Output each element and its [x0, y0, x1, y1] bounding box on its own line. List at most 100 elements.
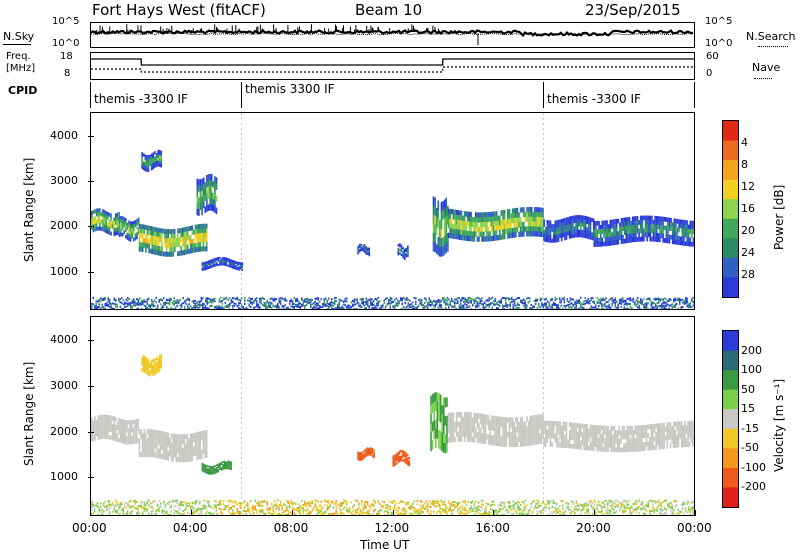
echo-cell [146, 360, 148, 364]
ground-scatter-cell [682, 306, 684, 308]
echo-cell [405, 255, 408, 258]
echo-cell [147, 157, 150, 162]
ground-scatter-cell [284, 299, 286, 302]
echo-cell [573, 427, 576, 432]
y-tick-mark [88, 226, 94, 228]
ground-scatter-cell [208, 301, 210, 304]
echo-cell [457, 431, 459, 437]
echo-cell [212, 205, 215, 212]
echo-cell [495, 225, 498, 231]
ground-scatter-cell [341, 308, 343, 309]
ground-scatter-cell [115, 300, 117, 303]
ground-scatter-cell [370, 302, 372, 305]
echo-cell [445, 243, 448, 253]
echo-cell [236, 262, 239, 265]
ground-scatter-cell [674, 299, 676, 302]
echo-cell [154, 156, 156, 160]
echo-cell [153, 231, 155, 237]
echo-cell [357, 451, 359, 454]
echo-cell [145, 234, 147, 239]
echo-cell [152, 372, 155, 377]
echo-cell [107, 434, 109, 440]
ground-scatter-cell [277, 304, 279, 307]
ground-scatter-cell [392, 305, 394, 308]
ground-scatter-cell [377, 304, 379, 307]
echo-cell [222, 263, 224, 266]
ground-scatter-cell [209, 300, 211, 303]
echo-cell [186, 226, 189, 232]
echo-cell [159, 250, 162, 256]
echo-cell [645, 441, 648, 447]
echo-cell [655, 228, 658, 234]
echo-cell [473, 432, 475, 438]
echo-cell [158, 150, 161, 154]
echo-cell [103, 430, 106, 435]
echo-cell [140, 242, 142, 248]
echo-cell [544, 234, 547, 239]
ground-scatter-cell [478, 297, 480, 300]
freq-panel [90, 52, 695, 80]
echo-cell [99, 226, 101, 231]
ground-scatter-cell [296, 305, 298, 308]
echo-cell [487, 439, 490, 445]
ground-scatter-cell [563, 296, 565, 299]
echo-cell [647, 433, 649, 438]
ground-scatter-cell [503, 297, 505, 299]
ground-scatter-cell [658, 299, 660, 302]
echo-cell [573, 229, 576, 234]
echo-cell [206, 265, 208, 267]
echo-cell [636, 442, 638, 448]
echo-cell [230, 264, 232, 267]
echo-cell [196, 436, 198, 442]
ground-scatter-cell [152, 300, 154, 303]
echo-cell [196, 445, 198, 451]
echo-cell [654, 224, 656, 229]
ground-scatter-cell [604, 303, 606, 305]
echo-cell [183, 452, 186, 458]
echo-cell [607, 241, 610, 246]
ground-scatter-cell [389, 302, 391, 305]
echo-cell [646, 224, 648, 229]
echo-cell [633, 229, 636, 234]
echo-cell [126, 424, 128, 429]
echo-cell [220, 263, 223, 266]
echo-cell [468, 231, 471, 237]
echo-cell [483, 428, 485, 435]
ground-scatter-cell [478, 302, 480, 305]
echo-cell [215, 183, 218, 190]
ground-scatter-cell [187, 298, 189, 301]
ground-scatter-cell [563, 299, 565, 302]
echo-cell [527, 425, 530, 432]
echo-cell [516, 207, 519, 214]
ground-scatter-cell [647, 302, 649, 305]
ground-scatter-cell [394, 304, 396, 307]
echo-cell [495, 425, 498, 432]
echo-cell [447, 223, 450, 229]
echo-cell [646, 236, 648, 242]
echo-region-1 [91, 208, 120, 236]
echo-cell [630, 233, 632, 239]
ground-scatter-cell [442, 297, 444, 300]
echo-cell [500, 234, 503, 240]
ground-scatter-cell [505, 299, 507, 302]
echo-cell [529, 211, 531, 218]
echo-cell [478, 427, 480, 434]
echo-cell [121, 226, 124, 230]
echo-cell [463, 436, 466, 442]
ground-scatter-cell [376, 304, 378, 307]
echo-cell [471, 427, 474, 433]
echo-cell [683, 228, 685, 234]
echo-cell [519, 436, 522, 442]
echo-cell [635, 237, 637, 242]
echo-cell [606, 220, 608, 225]
echo-cell [157, 236, 160, 242]
echo-cell [470, 236, 472, 242]
ground-scatter-cell [518, 296, 520, 299]
ground-scatter-cell [517, 306, 519, 309]
echo-cell [158, 365, 161, 369]
echo-cell [405, 456, 407, 459]
ground-scatter-cell [581, 303, 583, 306]
echo-cell [460, 234, 463, 241]
echo-cell [692, 220, 694, 226]
echo-cell [628, 430, 630, 435]
